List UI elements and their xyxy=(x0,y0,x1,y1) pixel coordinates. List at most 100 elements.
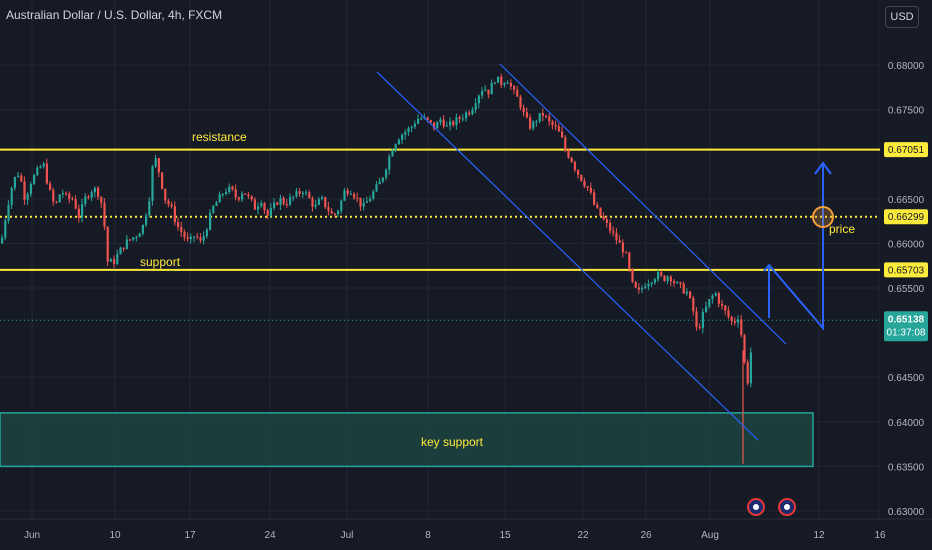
svg-text:0.65703: 0.65703 xyxy=(888,265,925,276)
x-tick-label: 15 xyxy=(499,530,511,541)
candle-body xyxy=(253,199,256,210)
projection-arrows[interactable] xyxy=(763,161,832,331)
au-flag-event-icon[interactable] xyxy=(747,498,765,516)
candle-body xyxy=(458,117,461,119)
price-marker[interactable]: price xyxy=(812,206,855,236)
candle-body xyxy=(42,163,45,167)
current-price-tag: 0.65138 01:37:08 xyxy=(884,311,928,342)
candle-body xyxy=(228,186,231,193)
candle-body xyxy=(404,132,407,135)
candle-body xyxy=(90,192,93,198)
candle-body xyxy=(650,282,653,284)
candle-body xyxy=(359,197,362,207)
candle-body xyxy=(202,236,205,241)
candle-body xyxy=(74,199,77,209)
candle-body xyxy=(231,186,234,190)
candle-body xyxy=(247,194,250,196)
candle-body xyxy=(599,207,602,216)
candle-body xyxy=(513,86,516,90)
candle-body xyxy=(429,120,432,123)
candle-body xyxy=(413,123,416,127)
candle-body xyxy=(657,272,660,280)
currency-button[interactable]: USD xyxy=(885,6,919,28)
channel-lower-line[interactable] xyxy=(376,71,759,441)
x-tick-label: 24 xyxy=(264,530,276,541)
candle-body xyxy=(605,219,608,223)
candle-body xyxy=(615,232,618,241)
candle-body xyxy=(625,252,628,254)
candle-body xyxy=(394,144,397,151)
candle-body xyxy=(637,287,640,290)
candle-body xyxy=(276,202,279,205)
candle-body xyxy=(273,202,276,208)
candle-body xyxy=(285,204,288,206)
candle-body xyxy=(39,166,42,168)
candle-body xyxy=(343,190,346,201)
candle-body xyxy=(324,197,327,208)
candle-body xyxy=(506,82,509,84)
candle-body xyxy=(737,319,740,323)
candle-body xyxy=(724,305,727,311)
candle-body xyxy=(631,268,634,282)
price-axis[interactable]: 0.68000 0.67500 0.66500 0.66000 0.65500 0.645… xyxy=(880,0,932,550)
candle-body xyxy=(279,198,282,205)
candle-body xyxy=(327,207,330,212)
event-icons[interactable] xyxy=(747,498,796,516)
candle-body xyxy=(97,187,100,197)
x-tick-label: 17 xyxy=(184,530,196,541)
au-flag-event-icon[interactable] xyxy=(778,498,796,516)
candle-body xyxy=(116,254,119,265)
candle-body xyxy=(333,213,336,215)
candle-body xyxy=(164,188,167,201)
candle-body xyxy=(375,184,378,192)
candle-body xyxy=(538,112,541,122)
candle-body xyxy=(481,90,484,96)
candle-body xyxy=(663,275,666,282)
y-tick-label: 0.64500 xyxy=(888,373,925,384)
candle-body xyxy=(727,310,730,317)
candle-body xyxy=(269,207,272,216)
candle-body xyxy=(509,82,512,87)
candle-body xyxy=(695,311,698,328)
candle-body xyxy=(52,189,55,202)
x-tick-label: Aug xyxy=(701,530,719,541)
candle-body xyxy=(660,272,663,276)
candle-body xyxy=(157,158,160,173)
x-tick-label: 8 xyxy=(425,530,431,541)
candle-body xyxy=(433,122,436,129)
candle-body xyxy=(589,187,592,193)
candle-body xyxy=(730,316,733,322)
time-axis[interactable]: Jun 10 17 24 Jul 8 15 22 26 Aug 12 16 xyxy=(0,518,932,550)
candle-body xyxy=(484,89,487,91)
candle-body xyxy=(1,237,4,244)
candle-body xyxy=(519,96,522,108)
candle-body xyxy=(209,212,212,230)
candle-body xyxy=(529,117,532,129)
candle-body xyxy=(292,196,295,198)
candle-body xyxy=(173,206,176,223)
channel-upper-line[interactable] xyxy=(499,63,787,345)
candle-body xyxy=(442,119,445,127)
candle-body xyxy=(113,259,116,265)
candle-body xyxy=(237,197,240,200)
candle-body xyxy=(705,306,708,312)
candle-body xyxy=(148,200,151,216)
candle-body xyxy=(468,112,471,115)
svg-text:0.65138: 0.65138 xyxy=(888,314,925,325)
candle-body xyxy=(596,204,599,208)
candle-body xyxy=(218,194,221,203)
candle-body xyxy=(666,276,669,282)
channel[interactable] xyxy=(376,63,787,441)
candle-body xyxy=(93,187,96,193)
candle-body xyxy=(244,193,247,195)
candle-body xyxy=(289,197,292,205)
candle-body xyxy=(711,295,714,300)
candle-body xyxy=(260,203,263,207)
key-support-zone: key support xyxy=(0,412,814,468)
candle-body xyxy=(557,126,560,132)
y-tick-label: 0.66000 xyxy=(888,239,925,250)
candle-body xyxy=(679,282,682,284)
candle-body xyxy=(189,236,192,240)
candle-body xyxy=(356,197,359,199)
